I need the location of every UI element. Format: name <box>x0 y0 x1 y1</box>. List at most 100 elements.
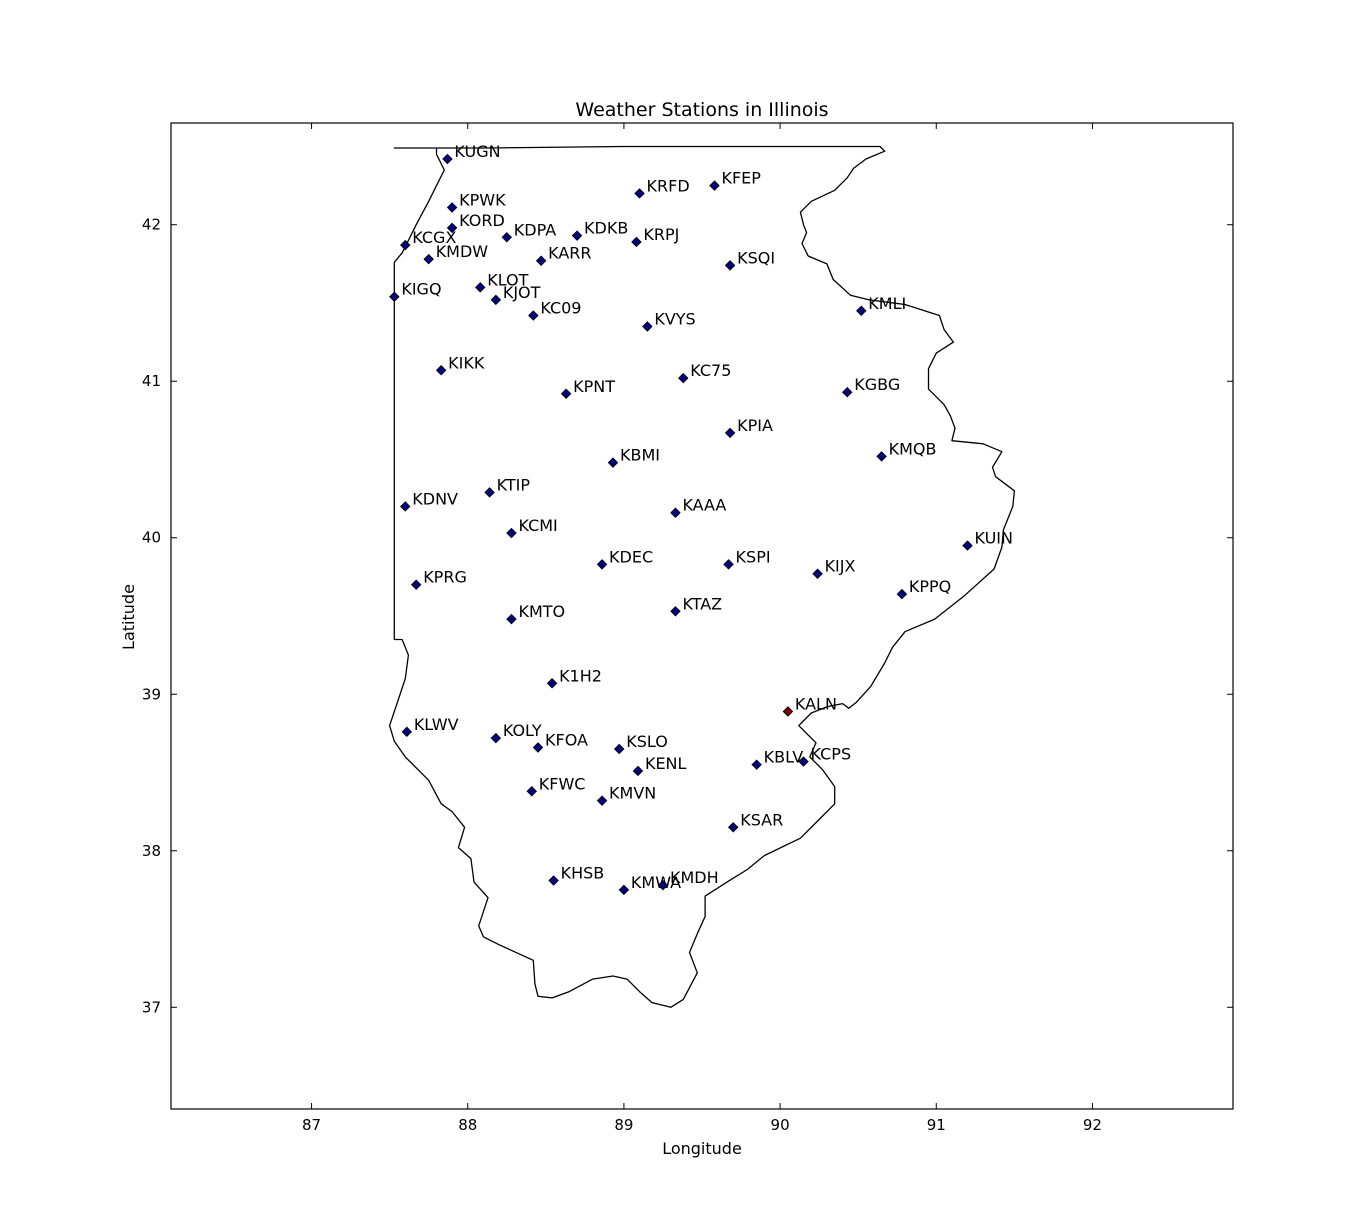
station-marker <box>389 291 400 302</box>
station-label: KMDH <box>670 868 719 887</box>
station-kfoa: KFOA <box>532 730 588 753</box>
station-marker <box>596 795 608 806</box>
station-marker <box>607 457 619 468</box>
station-label: KIGQ <box>401 280 441 299</box>
station-marker <box>548 875 559 886</box>
station-label: KMDW <box>436 242 489 261</box>
station-marker <box>400 239 411 251</box>
station-label: KALN <box>795 694 837 713</box>
station-label: KHSB <box>561 863 605 882</box>
station-marker <box>501 232 513 243</box>
station-marker <box>751 759 762 770</box>
station-label: KRPJ <box>643 225 679 244</box>
station-kdnv: KDNV <box>400 489 458 512</box>
station-marker <box>446 202 458 213</box>
station-marker <box>560 388 572 399</box>
station-kugn: KUGN <box>442 142 501 165</box>
station-kcmi: KCMI <box>506 516 558 539</box>
station-label: KCGX <box>412 228 456 247</box>
station-marker <box>506 527 517 539</box>
station-marker <box>446 222 458 234</box>
station-label: KTAZ <box>682 594 722 613</box>
station-label: KIKK <box>448 353 485 372</box>
x-tick-label: 88 <box>458 1116 477 1134</box>
y-tick-label: 39 <box>142 685 161 703</box>
station-label: KMWA <box>631 873 681 892</box>
station-label: KPWK <box>459 191 506 210</box>
station-ksar: KSAR <box>727 810 783 833</box>
station-label: KIJX <box>825 557 856 576</box>
station-kfep: KFEP <box>709 169 761 191</box>
station-label: KC75 <box>690 361 731 380</box>
station-kprg: KPRG <box>410 568 467 590</box>
station-kcps: KCPS <box>798 745 852 767</box>
y-tick-label: 40 <box>142 529 161 547</box>
station-kc09: KC09 <box>528 299 581 321</box>
station-marker <box>896 588 908 600</box>
station-label: KPIA <box>737 416 773 435</box>
station-marker <box>618 884 630 896</box>
station-label: KDPA <box>514 220 556 239</box>
station-label: KC09 <box>540 299 581 318</box>
station-kdec: KDEC <box>596 547 653 570</box>
station-label: KJOT <box>503 283 541 302</box>
station-kmwa: KMWA <box>618 873 681 896</box>
station-marker <box>632 765 644 777</box>
station-label: KAAA <box>682 496 726 515</box>
station-marker <box>571 230 583 241</box>
station-marker <box>546 678 558 689</box>
station-label: KCPS <box>811 745 852 764</box>
x-tick-label: 89 <box>614 1116 633 1134</box>
station-label: KSLO <box>626 732 668 751</box>
station-kcgx: KCGX <box>400 228 456 251</box>
station-marker <box>631 236 642 248</box>
station-marker <box>490 294 502 306</box>
station-marker <box>678 372 689 384</box>
station-kslo: KSLO <box>613 732 668 755</box>
station-label: KSQI <box>737 248 775 267</box>
station-kmli: KMLI <box>856 294 906 317</box>
station-kgbg: KGBG <box>842 375 900 398</box>
station-kjot: KJOT <box>490 283 541 306</box>
station-marker <box>709 180 720 191</box>
station-kfwc: KFWC <box>526 774 585 797</box>
station-label: KPRG <box>423 568 467 587</box>
station-marker <box>842 386 853 398</box>
station-marker <box>506 613 517 625</box>
station-label: KSPI <box>736 547 771 566</box>
station-marker <box>526 786 538 797</box>
station-kppq: KPPQ <box>896 577 951 600</box>
station-krpj: KRPJ <box>631 225 679 248</box>
station-label: KORD <box>459 211 505 230</box>
station-label: KLWV <box>414 715 459 734</box>
station-marker <box>535 255 547 266</box>
x-axis-ticks: 87 88 89 90 91 92 <box>302 123 1102 1134</box>
station-label: KMQB <box>889 439 937 458</box>
station-label: KUGN <box>454 142 500 161</box>
station-khsb: KHSB <box>548 863 605 886</box>
station-marker <box>782 706 794 717</box>
station-marker <box>876 451 887 462</box>
station-marker <box>484 487 495 498</box>
station-marker <box>670 507 681 518</box>
station-klot: KLOT <box>474 270 529 293</box>
station-kdkb: KDKB <box>571 219 628 241</box>
station-marker <box>442 153 453 165</box>
station-label: KMVN <box>609 784 656 803</box>
station-kmdh: KMDH <box>657 868 719 891</box>
station-marker <box>642 321 653 332</box>
station-label: KOLY <box>503 721 542 740</box>
station-label: KVYS <box>654 309 695 328</box>
x-axis-label: Longitude <box>662 1139 742 1158</box>
station-koly: KOLY <box>490 721 542 744</box>
x-tick-label: 90 <box>771 1116 790 1134</box>
station-marker <box>474 282 486 293</box>
station-marker <box>532 742 544 753</box>
station-label: KPPQ <box>909 577 951 596</box>
station-marker <box>723 559 734 570</box>
y-axis-ticks: 37 38 39 40 41 42 <box>142 216 1233 1016</box>
station-kspi: KSPI <box>723 547 771 570</box>
